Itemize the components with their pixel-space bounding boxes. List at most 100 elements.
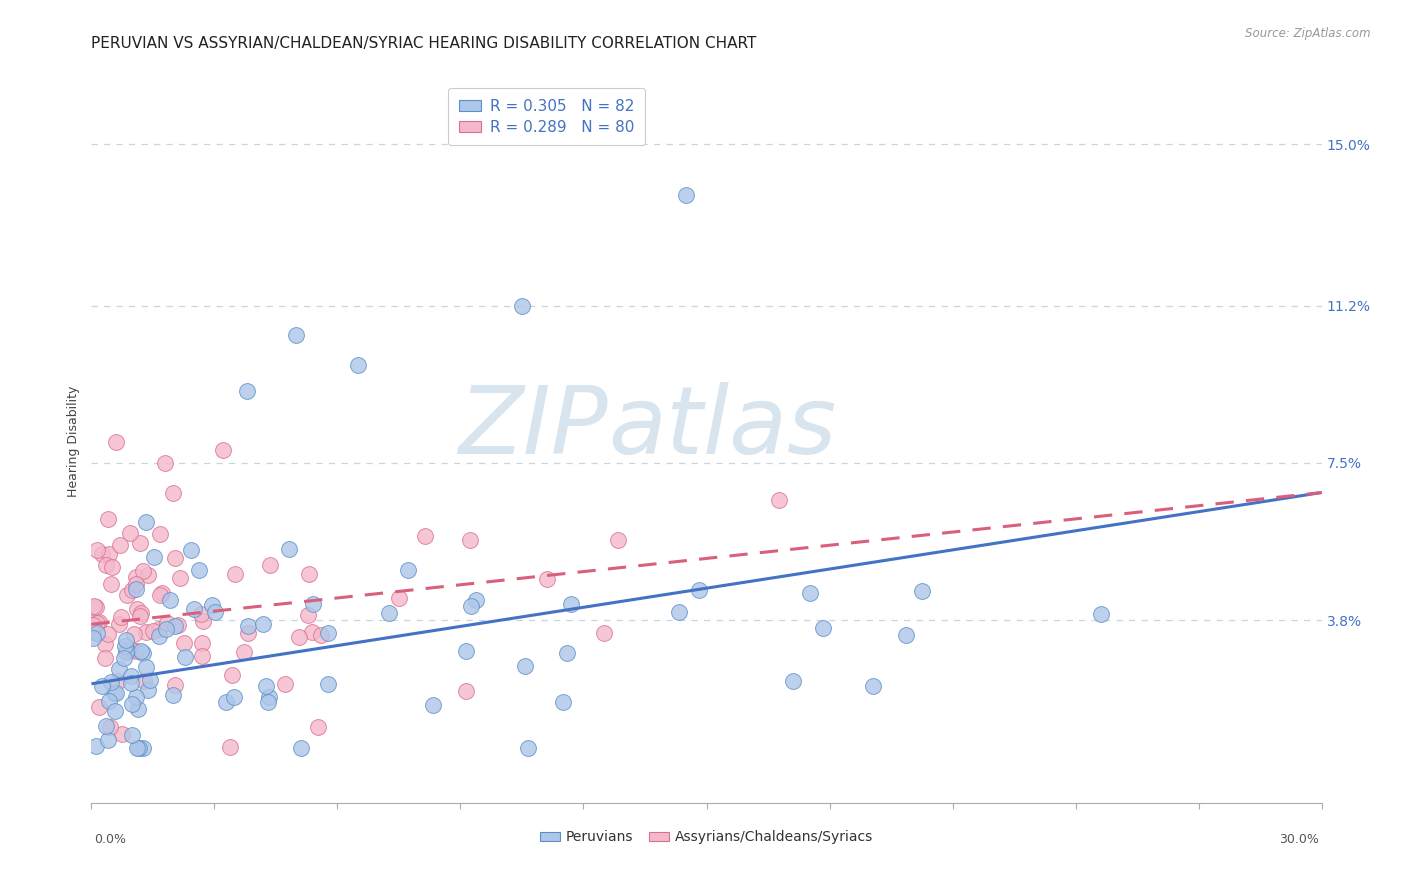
Point — [290, 740, 312, 755]
Point — [162, 485, 184, 500]
Point — [111, 727, 134, 741]
Point — [254, 679, 277, 693]
Point — [139, 673, 162, 687]
Text: Source: ZipAtlas.com: Source: ZipAtlas.com — [1246, 27, 1371, 40]
Point — [108, 662, 131, 676]
Point — [811, 621, 834, 635]
Point — [89, 699, 111, 714]
Point — [86, 542, 108, 557]
Point — [191, 648, 214, 663]
Point — [125, 602, 148, 616]
Point — [100, 559, 122, 574]
Point — [388, 591, 411, 605]
Point — [148, 622, 170, 636]
Point — [83, 615, 105, 629]
Point — [215, 695, 238, 709]
Point — [183, 602, 205, 616]
Point — [285, 328, 308, 343]
Point — [224, 567, 246, 582]
Point — [122, 626, 145, 640]
Point — [221, 668, 243, 682]
Point — [82, 631, 104, 645]
Point — [153, 456, 177, 470]
Point — [236, 384, 259, 398]
Point — [155, 622, 177, 636]
Point — [165, 619, 187, 633]
Point — [125, 582, 148, 596]
Point — [799, 586, 821, 600]
Point — [156, 615, 179, 630]
Point — [97, 626, 120, 640]
Point — [233, 645, 256, 659]
Point — [252, 616, 274, 631]
Point — [422, 698, 444, 712]
Point — [460, 599, 482, 614]
Point — [125, 690, 148, 704]
Point — [211, 443, 233, 458]
Point — [129, 607, 152, 621]
Point — [127, 702, 149, 716]
Point — [555, 646, 578, 660]
Point — [125, 576, 148, 591]
Point — [257, 690, 280, 704]
Point — [516, 740, 538, 755]
Point — [105, 434, 127, 449]
Point — [84, 599, 107, 614]
Point — [120, 676, 142, 690]
Point — [110, 610, 132, 624]
Point — [86, 615, 108, 630]
Point — [200, 598, 222, 612]
Point — [1090, 607, 1112, 621]
Point — [83, 599, 105, 613]
Point — [149, 527, 172, 541]
Point — [100, 674, 122, 689]
Text: ZIP: ZIP — [458, 382, 607, 473]
Point — [309, 628, 332, 642]
Point — [105, 686, 128, 700]
Point — [97, 512, 120, 526]
Point — [129, 643, 152, 657]
Point — [131, 564, 153, 578]
Point — [163, 678, 186, 692]
Point — [110, 538, 132, 552]
Text: 0.0%: 0.0% — [94, 833, 127, 846]
Point — [89, 615, 111, 629]
Point — [149, 588, 172, 602]
Point — [204, 605, 226, 619]
Point — [129, 535, 152, 549]
Point — [114, 633, 136, 648]
Point — [456, 644, 478, 658]
Point — [259, 558, 281, 573]
Point — [688, 582, 710, 597]
Point — [593, 625, 616, 640]
Point — [121, 643, 143, 657]
Point — [536, 572, 558, 586]
Point — [288, 630, 311, 644]
Point — [121, 583, 143, 598]
Point — [138, 682, 160, 697]
Point — [862, 679, 884, 693]
Point — [107, 617, 129, 632]
Point — [896, 628, 918, 642]
Point — [135, 515, 157, 529]
Point — [911, 584, 934, 599]
Point — [104, 704, 127, 718]
Point — [107, 673, 129, 688]
Point — [190, 607, 212, 621]
Point — [173, 635, 195, 649]
Text: atlas: atlas — [607, 382, 837, 473]
Point — [465, 593, 488, 607]
Point — [150, 586, 173, 600]
Point — [86, 626, 108, 640]
Point — [94, 636, 117, 650]
Text: 30.0%: 30.0% — [1279, 833, 1319, 846]
Point — [318, 676, 340, 690]
Point — [115, 588, 138, 602]
Point — [128, 740, 150, 755]
Point — [136, 567, 159, 582]
Point — [94, 558, 117, 572]
Point — [120, 669, 142, 683]
Point — [148, 629, 170, 643]
Point — [396, 563, 419, 577]
Point — [510, 299, 533, 313]
